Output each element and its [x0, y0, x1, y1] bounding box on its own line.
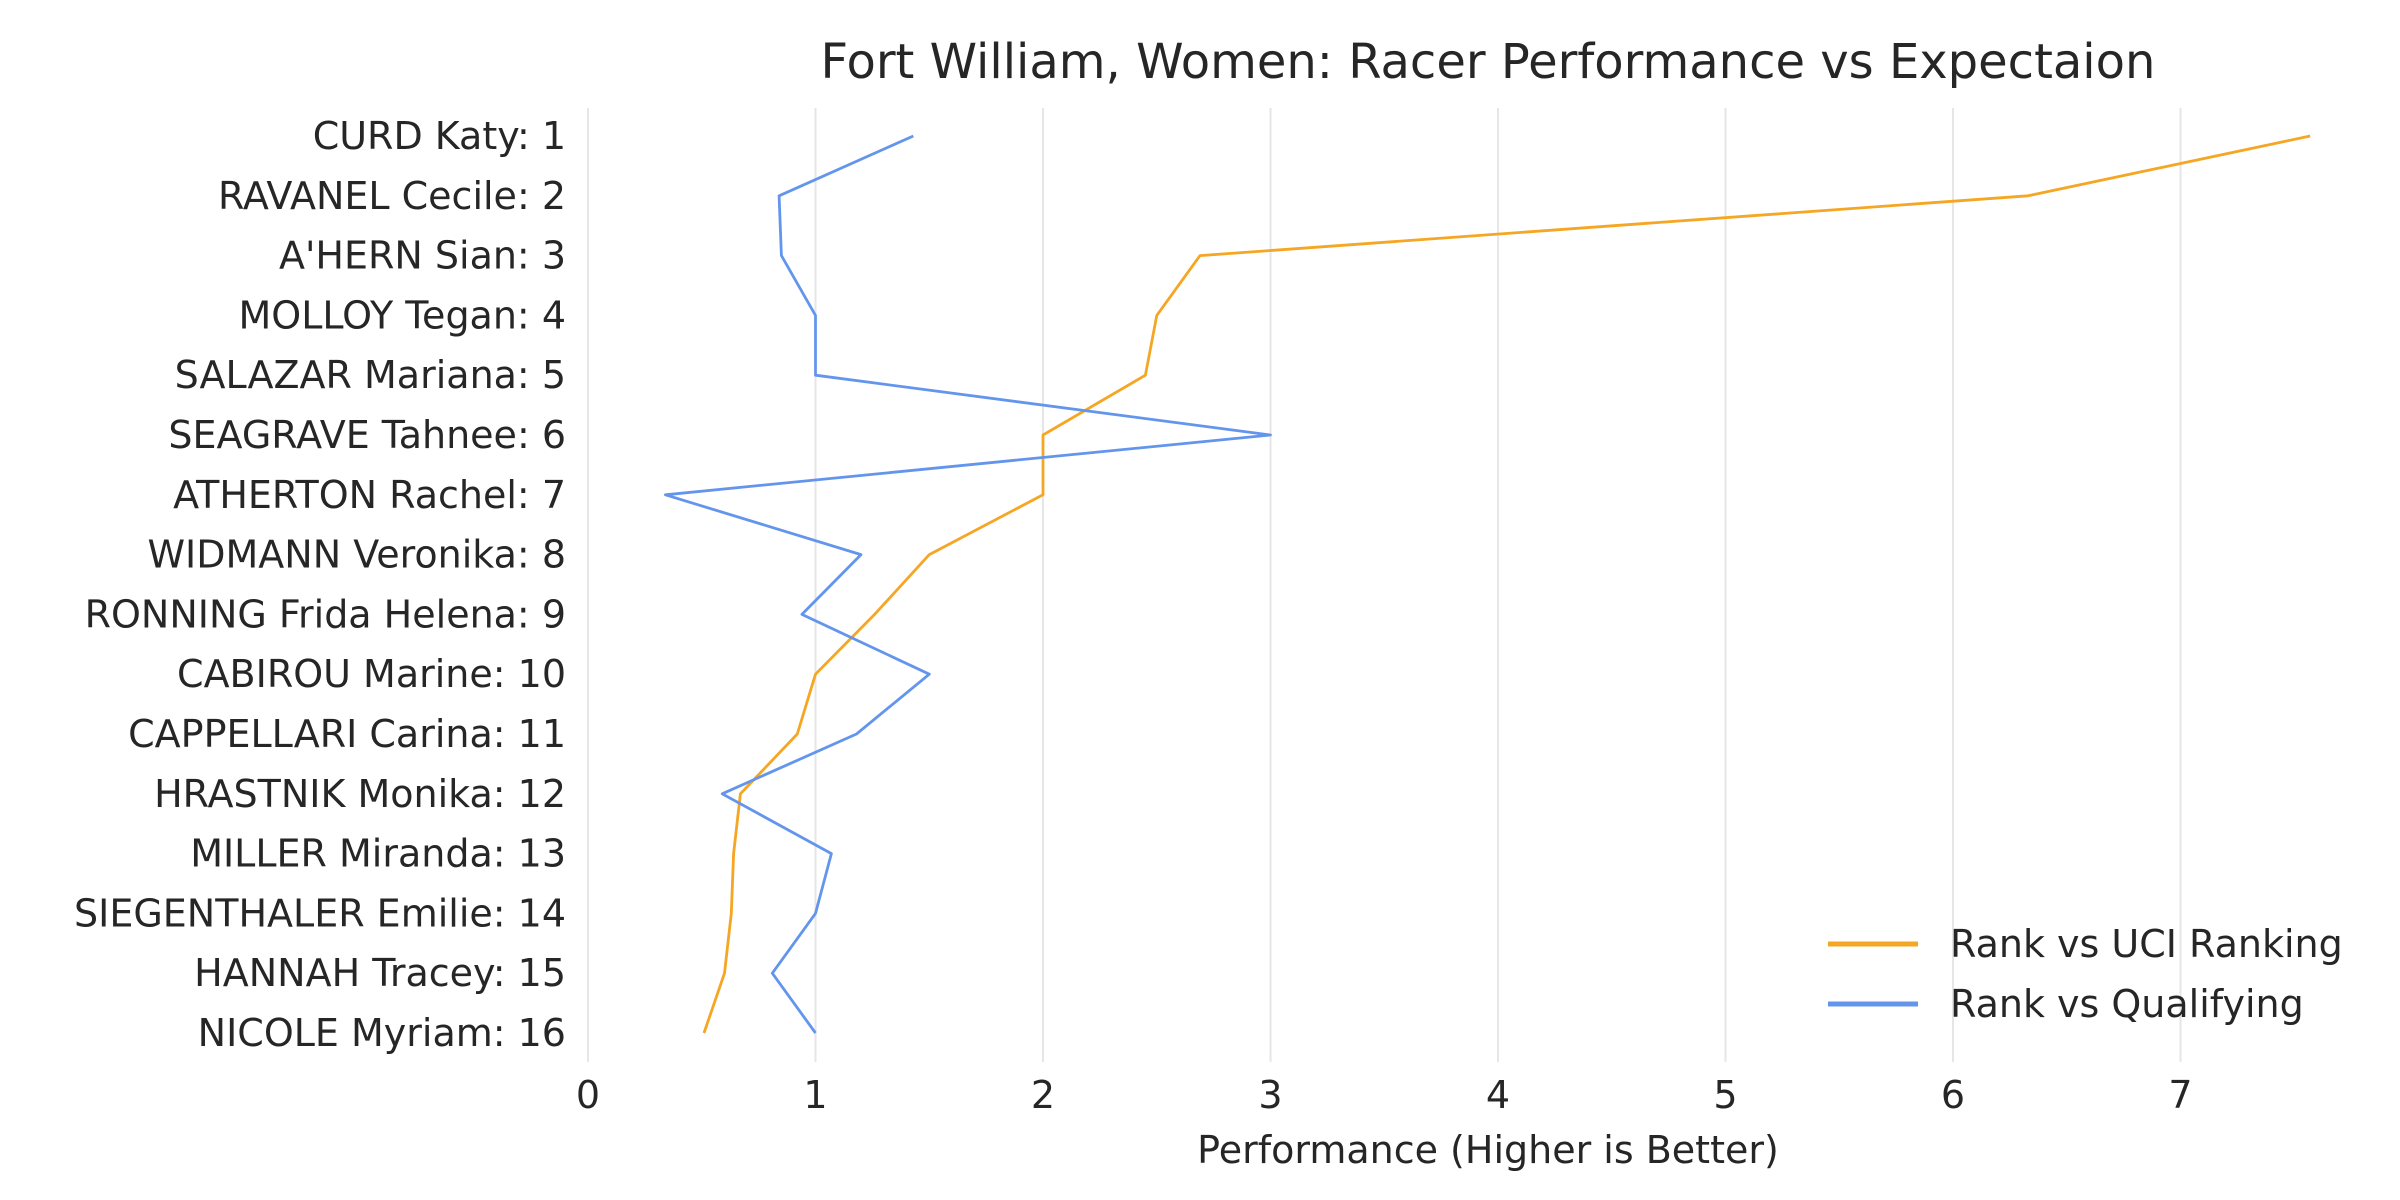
- y-tick-label: HRASTNIK Monika: 12: [154, 772, 566, 816]
- x-tick-label: 3: [1258, 1073, 1282, 1117]
- chart-title: Fort William, Women: Racer Performance v…: [821, 34, 2156, 90]
- x-tick-label: 5: [1713, 1073, 1737, 1117]
- x-tick-label: 1: [803, 1073, 827, 1117]
- grid-layer: [587, 108, 2182, 1062]
- y-tick-label: NICOLE Myriam: 16: [198, 1011, 566, 1055]
- legend: Rank vs UCI Ranking Rank vs Qualifying: [1828, 922, 2343, 1026]
- y-tick-label: RONNING Frida Helena: 9: [85, 592, 566, 636]
- y-tick-label: RAVANEL Cecile: 2: [218, 174, 566, 218]
- x-axis-label: Performance (Higher is Better): [1197, 1128, 1779, 1172]
- y-tick-label: HANNAH Tracey: 15: [194, 951, 566, 995]
- x-tick-label: 4: [1486, 1073, 1510, 1117]
- y-tick-label: MILLER Miranda: 13: [190, 832, 566, 876]
- series-line-qualifying: [664, 134, 1272, 1034]
- x-tick-label: 2: [1031, 1073, 1055, 1117]
- series-layer: [664, 134, 2311, 1034]
- y-tick-label: ATHERTON Rachel: 7: [173, 473, 566, 517]
- x-axis-tick-labels: 0 1 2 3 4 5 6 7: [576, 1073, 2193, 1117]
- y-tick-label: CABIROU Marine: 10: [177, 652, 566, 696]
- y-tick-label: CAPPELLARI Carina: 11: [128, 712, 566, 756]
- y-tick-label: MOLLOY Tegan: 4: [239, 293, 567, 337]
- y-tick-label: A'HERN Sian: 3: [279, 234, 566, 278]
- y-tick-label: WIDMANN Veronika: 8: [147, 533, 566, 577]
- x-tick-label: 6: [1941, 1073, 1965, 1117]
- x-tick-label: 7: [2168, 1073, 2192, 1117]
- y-tick-label: SALAZAR Mariana: 5: [175, 353, 566, 397]
- legend-label: Rank vs UCI Ranking: [1950, 922, 2343, 966]
- x-tick-label: 0: [576, 1073, 600, 1117]
- y-tick-label: CURD Katy: 1: [313, 114, 566, 158]
- y-tick-label: SEAGRAVE Tahnee: 6: [168, 413, 566, 457]
- y-tick-label: SIEGENTHALER Emilie: 14: [74, 891, 566, 935]
- y-axis-tick-labels: CURD Katy: 1 RAVANEL Cecile: 2 A'HERN Sian…: [74, 114, 566, 1055]
- legend-label: Rank vs Qualifying: [1950, 982, 2304, 1026]
- series-line-uci-ranking: [702, 134, 2311, 1034]
